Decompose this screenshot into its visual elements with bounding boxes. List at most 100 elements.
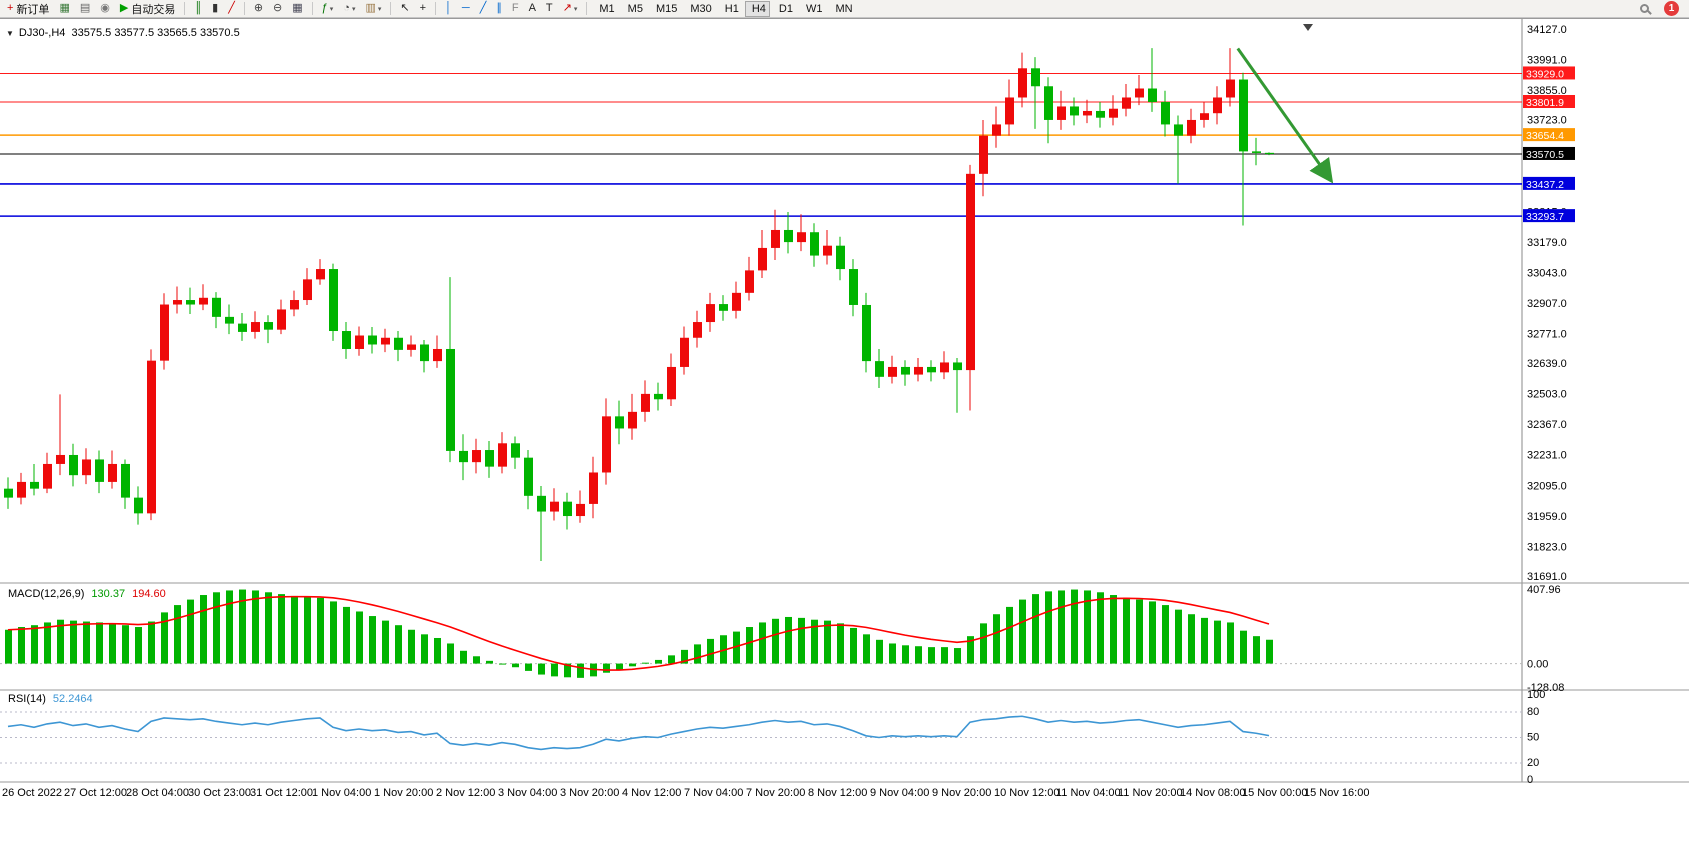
macd-bar: [1214, 620, 1221, 664]
macd-bar: [629, 663, 636, 667]
macd-signal-line: [7, 595, 1270, 671]
tf-h1-button[interactable]: H1: [718, 1, 743, 17]
macd-bar: [915, 646, 922, 664]
time-label: 27 Oct 12:00: [64, 787, 127, 799]
toolbar-separator: [435, 2, 437, 15]
horizontal-line-button[interactable]: ─: [458, 1, 474, 17]
autotrading-button[interactable]: ▶ 自动交易: [116, 1, 179, 17]
tf-d1-button-label: D1: [778, 2, 793, 15]
templates-button[interactable]: ▥ ▾: [361, 1, 385, 17]
new-order-button-label: 新订单: [16, 3, 50, 16]
toolbar-separator: [243, 2, 245, 15]
candle: [446, 348, 455, 451]
channel-button[interactable]: ∥: [492, 1, 506, 17]
data-window-button[interactable]: ▤: [76, 1, 94, 17]
indicators-button[interactable]: ƒ ▾: [318, 1, 338, 17]
autotrading-button-label: 自动交易: [131, 3, 176, 16]
price-level-badge-text: 33654.4: [1526, 130, 1564, 142]
vertical-line-button[interactable]: │: [441, 1, 456, 17]
macd-bar: [1097, 592, 1104, 664]
candle: [1109, 108, 1118, 118]
macd-bar: [1162, 605, 1169, 664]
candle: [199, 297, 208, 305]
candle: [69, 454, 78, 476]
chart-windows-button[interactable]: ▦: [55, 1, 73, 17]
macd-bar: [460, 650, 467, 664]
macd-main-value: 130.37: [91, 588, 126, 600]
new-order-icon: +: [7, 2, 14, 14]
candle: [95, 459, 104, 482]
tile-windows-button[interactable]: ▦: [288, 1, 306, 17]
macd-bar: [798, 617, 805, 664]
macd-bar: [278, 594, 285, 664]
cursor-button[interactable]: ↖: [396, 1, 413, 17]
macd-bar: [902, 645, 909, 664]
tf-m30-button[interactable]: M30: [683, 1, 715, 17]
macd-bar: [811, 619, 818, 664]
tf-m5-button[interactable]: M5: [621, 1, 647, 17]
macd-bar: [967, 636, 974, 664]
macd-bar: [642, 662, 649, 664]
tf-m1-button[interactable]: M1: [592, 1, 618, 17]
chart-shift-marker[interactable]: [1303, 24, 1313, 31]
trendline-button[interactable]: ╱: [476, 1, 491, 17]
zoom-in-button[interactable]: ⊕: [250, 1, 267, 17]
fibonacci-button[interactable]: F: [508, 1, 523, 17]
candle: [173, 300, 182, 305]
crosshair-icon: +: [419, 2, 427, 14]
macd-bar: [1032, 594, 1039, 664]
tf-mn-button[interactable]: MN: [828, 1, 856, 17]
macd-bar: [44, 622, 51, 664]
candle: [420, 344, 429, 362]
label-button[interactable]: T: [542, 1, 557, 17]
tf-w1-button[interactable]: W1: [799, 1, 827, 17]
candle: [264, 322, 273, 330]
tf-m15-button[interactable]: M15: [649, 1, 681, 17]
macd-bar: [356, 611, 363, 664]
dropdown-caret-icon: ▾: [351, 5, 356, 13]
navigator-button[interactable]: ◉: [96, 1, 114, 17]
chart-canvas[interactable]: 34127.033991.033855.033723.033587.033451…: [0, 19, 1689, 862]
text-button[interactable]: A: [525, 1, 540, 17]
arrows-button[interactable]: ↗ ▾: [559, 1, 582, 17]
trend-arrow-annotation[interactable]: [1236, 47, 1334, 184]
candle: [1148, 88, 1157, 102]
crosshair-button[interactable]: +: [416, 1, 430, 17]
time-label: 10 Nov 12:00: [994, 787, 1059, 799]
rsi-tick-label: 0: [1527, 774, 1533, 786]
macd-bar: [772, 618, 779, 664]
tf-h4-button[interactable]: H4: [744, 0, 770, 17]
macd-bar: [174, 605, 181, 664]
macd-bar: [980, 623, 987, 664]
macd-bar: [70, 620, 77, 664]
label-icon: T: [545, 2, 553, 14]
candle: [381, 337, 390, 345]
candle: [433, 348, 442, 362]
search-button[interactable]: [1636, 1, 1653, 17]
line-chart-button[interactable]: ╱: [224, 1, 239, 17]
symbol-dropdown-icon[interactable]: ▼: [6, 28, 14, 38]
candle: [56, 454, 65, 464]
candle: [875, 361, 884, 377]
price-tick-label: 32771.0: [1527, 328, 1567, 340]
time-label: 7 Nov 04:00: [684, 787, 743, 799]
candle: [823, 245, 832, 256]
zoom-out-button[interactable]: ⊖: [269, 1, 286, 17]
new-order-button[interactable]: + 新订单: [3, 1, 53, 17]
candle: [550, 501, 559, 512]
chart-title: ▼ DJ30-,H4 33575.5 33577.5 33565.5 33570…: [6, 27, 240, 39]
line-chart-icon: ╱: [228, 2, 235, 14]
candle: [1057, 106, 1066, 120]
candle: [472, 450, 481, 463]
macd-bar: [291, 595, 298, 664]
tf-d1-button[interactable]: D1: [772, 1, 797, 17]
time-label: 11 Nov 20:00: [1118, 787, 1183, 799]
periods-button[interactable]: ◔ ▾: [339, 1, 359, 17]
candle: [602, 416, 611, 473]
notification-badge[interactable]: 1: [1664, 1, 1679, 16]
macd-bar: [317, 597, 324, 664]
macd-bar: [837, 623, 844, 664]
candlestick-chart-button[interactable]: ▮: [208, 1, 222, 17]
bar-chart-icon: ║: [194, 2, 203, 14]
bar-chart-button[interactable]: ║: [190, 1, 206, 17]
